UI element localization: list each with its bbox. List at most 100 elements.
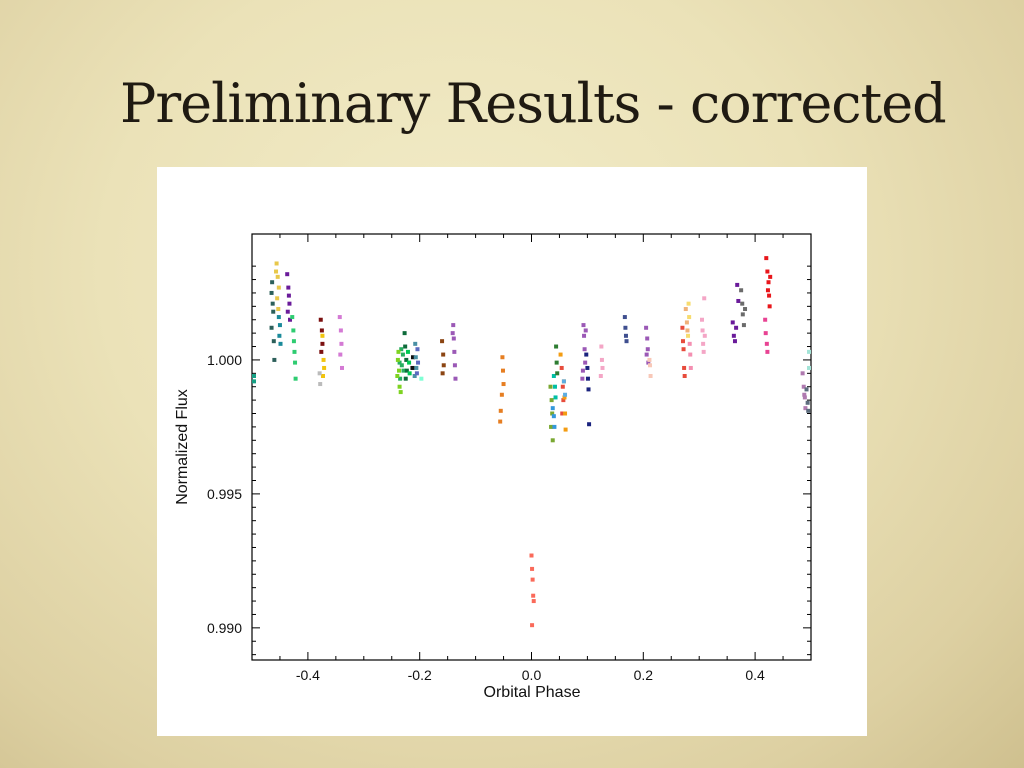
- data-point: [271, 339, 276, 344]
- data-point: [403, 344, 408, 349]
- data-point: [700, 328, 705, 333]
- data-point: [585, 365, 590, 370]
- data-point: [763, 331, 768, 336]
- data-point: [800, 371, 805, 376]
- data-point: [553, 395, 558, 400]
- data-point: [582, 347, 587, 352]
- data-point: [554, 344, 559, 349]
- data-point: [530, 566, 535, 571]
- data-point: [645, 336, 650, 341]
- data-point: [292, 349, 297, 354]
- x-axis-label: Orbital Phase: [484, 684, 581, 701]
- data-point: [549, 398, 554, 403]
- data-point: [580, 376, 585, 381]
- data-point: [807, 365, 811, 370]
- data-point: [269, 325, 274, 330]
- data-point: [644, 352, 649, 357]
- data-point: [764, 256, 769, 261]
- data-point: [412, 374, 417, 378]
- data-point: [413, 355, 418, 360]
- data-point: [399, 347, 404, 352]
- data-point: [338, 328, 343, 333]
- data-point: [318, 317, 323, 322]
- x-tick-label: 0.0: [522, 667, 542, 683]
- data-point: [600, 365, 605, 370]
- data-point: [702, 296, 707, 301]
- data-point: [732, 339, 737, 344]
- data-point: [501, 382, 506, 387]
- data-point: [275, 274, 280, 279]
- data-point: [320, 333, 325, 338]
- data-point: [551, 374, 556, 378]
- data-point: [339, 341, 344, 346]
- data-point: [414, 371, 419, 376]
- data-point: [276, 307, 281, 312]
- y-tick-label: 0.995: [207, 486, 242, 502]
- data-point: [561, 398, 566, 403]
- data-point: [450, 331, 455, 336]
- data-point: [276, 285, 281, 290]
- data-point: [288, 317, 293, 322]
- data-point: [320, 374, 325, 378]
- data-point: [398, 376, 403, 381]
- data-point: [559, 365, 564, 370]
- x-tick-labels: -0.4 -0.2 0.0 0.2 0.4: [296, 667, 765, 683]
- data-point: [599, 344, 604, 349]
- data-point: [441, 352, 446, 357]
- data-point: [530, 623, 535, 628]
- data-point: [622, 315, 627, 320]
- data-point: [322, 365, 327, 370]
- data-point: [318, 382, 323, 387]
- data-point: [548, 384, 553, 389]
- data-point: [500, 368, 505, 373]
- data-point: [581, 323, 586, 328]
- data-point: [764, 341, 769, 346]
- data-point: [687, 315, 692, 320]
- data-point: [291, 339, 296, 344]
- data-point: [550, 411, 555, 416]
- data-point: [452, 363, 457, 368]
- y-tick-label: 1.000: [207, 352, 242, 368]
- data-point: [684, 320, 689, 325]
- data-point: [285, 272, 290, 277]
- data-point: [319, 349, 324, 354]
- data-point: [277, 323, 282, 328]
- data-point: [730, 320, 735, 325]
- data-point: [803, 406, 808, 411]
- data-point: [499, 392, 504, 397]
- data-point: [407, 360, 412, 365]
- data-point: [413, 341, 418, 346]
- data-point: [500, 355, 505, 360]
- data-point: [277, 333, 282, 338]
- data-point: [552, 424, 557, 429]
- data-point: [402, 331, 407, 336]
- data-point: [598, 374, 603, 378]
- data-point: [682, 374, 687, 378]
- data-point: [452, 349, 457, 354]
- data-point: [550, 438, 555, 443]
- slide-title: Preliminary Results - corrected: [120, 72, 947, 135]
- data-point: [767, 304, 772, 309]
- data-point: [287, 301, 292, 306]
- data-point: [804, 387, 809, 392]
- data-point: [599, 357, 604, 362]
- data-point: [586, 387, 591, 392]
- data-point: [584, 352, 589, 357]
- data-point: [688, 365, 693, 370]
- data-point: [587, 422, 592, 427]
- data-point: [806, 408, 811, 413]
- data-point: [550, 406, 555, 411]
- data-point: [563, 411, 568, 416]
- data-point: [530, 577, 535, 582]
- data-point: [585, 376, 590, 381]
- data-point: [580, 368, 585, 373]
- data-point: [648, 363, 653, 368]
- data-point: [396, 349, 401, 354]
- data-point: [562, 395, 567, 400]
- data-point: [337, 315, 342, 320]
- data-point: [399, 363, 404, 368]
- data-point: [317, 371, 322, 376]
- data-point: [410, 355, 415, 360]
- data-point: [683, 307, 688, 312]
- x-tick-label: -0.2: [408, 667, 432, 683]
